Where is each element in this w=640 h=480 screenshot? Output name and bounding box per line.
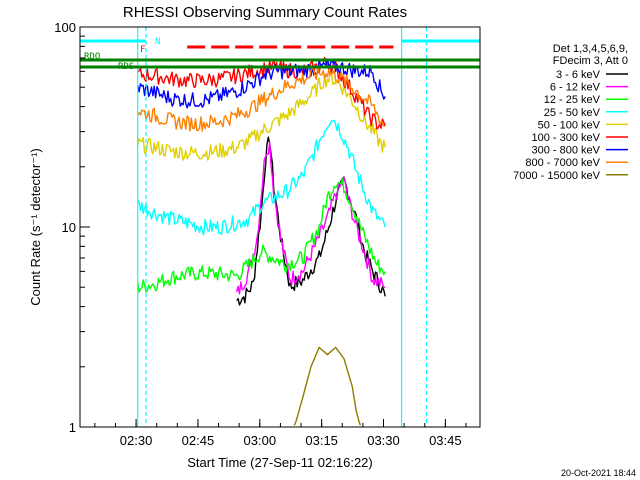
chart-title: RHESSI Observing Summary Count Rates <box>123 4 407 21</box>
x-tick-label: 03:45 <box>429 433 462 448</box>
date-stamp: 20-Oct-2021 18:44 <box>561 468 636 478</box>
series-line-6 <box>137 58 386 109</box>
legend-entry-label: 300 - 800 keV <box>532 145 601 157</box>
x-tick-label: 02:30 <box>120 433 153 448</box>
legend-entry-label: 3 - 6 keV <box>556 69 601 81</box>
series-line-1 <box>236 141 386 295</box>
legend-entry-label: 100 - 300 keV <box>532 132 601 144</box>
flag-label-f: F <box>140 45 145 55</box>
series-line-7 <box>137 65 386 132</box>
x-tick-label: 02:45 <box>182 433 215 448</box>
series-line-3 <box>137 119 386 236</box>
series-line-8 <box>293 346 362 426</box>
legend: Det 1,3,4,5,6,9,FDecim 3, Att 0 3 - 6 keV… <box>513 43 628 182</box>
x-axis-ticks: 02:30 02:45 03:00 03:15 03:30 03:45 <box>94 419 467 448</box>
y-tick-label: 1 <box>69 420 76 435</box>
flag-label-n: N <box>155 37 160 47</box>
legend-entry-label: 800 - 7000 keV <box>525 157 600 169</box>
flag-layer: RDO RDS NF <box>80 27 480 427</box>
legend-header: FDecim 3, Att 0 <box>553 55 628 67</box>
legend-entry-label: 7000 - 15000 keV <box>513 170 601 182</box>
legend-header: Det 1,3,4,5,6,9, <box>553 43 628 55</box>
legend-entry-label: 12 - 25 keV <box>544 94 601 106</box>
x-tick-label: 03:00 <box>244 433 277 448</box>
flag-label-rdo: RDO <box>84 52 100 62</box>
flag-label-rds: RDS <box>118 62 134 72</box>
legend-entry-label: 50 - 100 keV <box>538 119 601 131</box>
legend-entry-label: 25 - 50 keV <box>544 107 601 119</box>
y-axis-ticks: 1 10 100 <box>54 20 90 435</box>
x-tick-label: 03:30 <box>367 433 400 448</box>
series-line-2 <box>137 177 386 293</box>
x-axis-label: Start Time (27-Sep-11 02:16:22) <box>187 455 372 470</box>
y-axis-label: Count Rate (s⁻¹ detector⁻¹) <box>28 148 43 306</box>
y-tick-label: 100 <box>54 20 76 35</box>
legend-entry-label: 6 - 12 keV <box>550 82 601 94</box>
y-tick-label: 10 <box>62 220 76 235</box>
x-tick-label: 03:15 <box>305 433 338 448</box>
